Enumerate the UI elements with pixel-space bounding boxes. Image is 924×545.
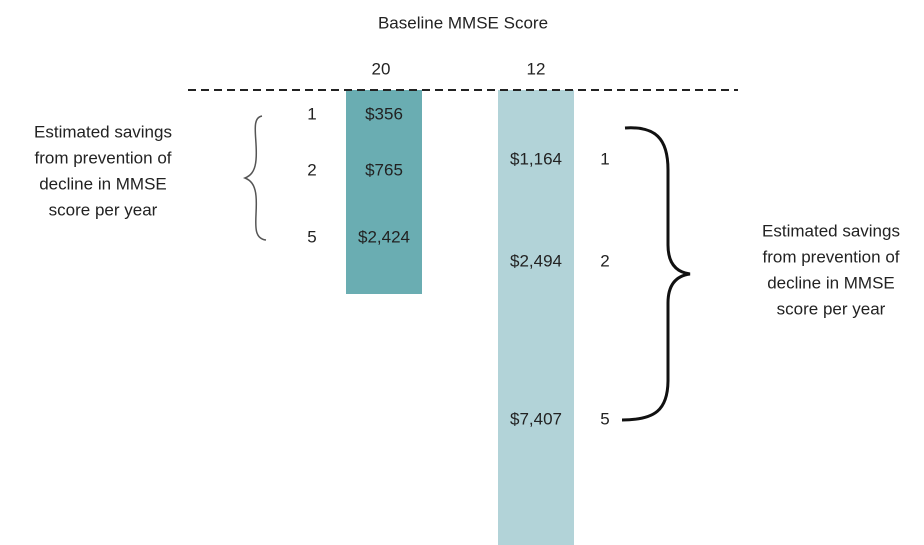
savings: $7,407 (510, 409, 562, 428)
savings: $765 (365, 160, 403, 179)
savings: $2,424 (358, 227, 410, 246)
note-line: decline in MMSE (767, 273, 895, 292)
note-line: from prevention of (762, 247, 899, 266)
bar-12 (498, 90, 574, 545)
savings: $1,164 (510, 149, 562, 168)
note-line: score per year (777, 299, 886, 318)
note-line: Estimated savings (34, 122, 172, 141)
savings: $2,494 (510, 251, 562, 270)
points: 2 (600, 251, 609, 270)
column-label: 12 (527, 59, 546, 78)
savings: $356 (365, 104, 403, 123)
left-brace (242, 115, 267, 241)
points: 2 (307, 160, 316, 179)
note-line: decline in MMSE (39, 174, 167, 193)
note-line: score per year (49, 200, 158, 219)
right-brace (621, 126, 691, 422)
note-line: Estimated savings (762, 221, 900, 240)
header-title: Baseline MMSE Score (378, 13, 548, 32)
points: 5 (600, 409, 609, 428)
points: 1 (600, 149, 609, 168)
column-label: 20 (372, 59, 391, 78)
note-line: from prevention of (34, 148, 171, 167)
points: 1 (307, 104, 316, 123)
points: 5 (307, 227, 316, 246)
bar-20 (346, 90, 422, 294)
